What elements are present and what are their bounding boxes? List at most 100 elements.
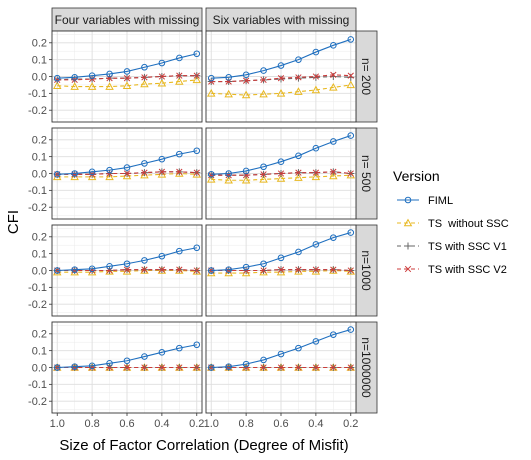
data-point-fiml xyxy=(71,170,78,177)
data-point-ts-with-ssc-v2 xyxy=(260,76,267,84)
data-point-fiml xyxy=(330,42,337,49)
series-line-ts-with-ssc-v2 xyxy=(57,269,197,272)
row-strip-3: n=1000000 xyxy=(355,321,378,414)
data-point-ts-with-ssc-v2 xyxy=(193,72,200,79)
data-point-fiml xyxy=(225,170,232,177)
data-point-ts-with-ssc-v2 xyxy=(242,364,250,371)
series-fiml xyxy=(53,341,201,371)
x-tick-label: 1.0 xyxy=(204,418,219,430)
data-point-fiml xyxy=(207,74,215,82)
y-tick-label: -0.1 xyxy=(28,88,47,100)
column-strip-0-label: Four variables with missing xyxy=(55,13,200,27)
column-strip-1: Six variables with missing xyxy=(205,7,357,32)
data-point-ts-with-ssc-v2 xyxy=(277,364,285,371)
y-tick-label: 0.1 xyxy=(32,345,47,357)
data-point-fiml xyxy=(123,68,131,75)
legend-label-ts-ssc-v1: TS with SSC V1 xyxy=(428,241,507,253)
data-point-ts-without-ssc xyxy=(276,174,286,182)
data-point-ts-without-ssc xyxy=(294,173,303,181)
series-line-ts-without-ssc xyxy=(57,269,197,273)
data-point-ts-with-ssc-v1 xyxy=(294,74,302,82)
data-point-ts-without-ssc xyxy=(206,88,216,97)
series-line-ts-with-ssc-v2 xyxy=(57,75,197,81)
series-fiml xyxy=(53,50,201,82)
column-strip-1-label: Six variables with missing xyxy=(213,13,350,27)
data-point-ts-with-ssc-v2 xyxy=(330,71,337,78)
data-point-fiml xyxy=(53,74,61,82)
x-tick-label: 0.6 xyxy=(273,418,288,430)
data-point-fiml xyxy=(193,147,201,155)
row-strip-2: n=1000 xyxy=(355,224,378,317)
panel-border xyxy=(205,30,357,123)
y-tick-label: 0.0 xyxy=(32,265,47,277)
data-point-fiml xyxy=(158,349,166,356)
y-tick-label: 0.0 xyxy=(32,71,47,83)
data-point-ts-with-ssc-v2 xyxy=(176,168,183,175)
legend-key-ts-with-ssc-v2 xyxy=(397,265,419,273)
data-point-ts-without-ssc xyxy=(329,83,338,91)
data-point-ts-without-ssc xyxy=(175,77,184,85)
panel-four-variables-with-missing-n-200 xyxy=(51,30,203,123)
data-point-fiml xyxy=(277,350,285,358)
data-point-fiml xyxy=(141,63,148,71)
data-point-fiml xyxy=(312,338,320,345)
data-point-fiml xyxy=(277,254,285,262)
legend-key-fiml xyxy=(397,196,419,204)
data-point-ts-without-ssc xyxy=(346,80,356,89)
data-point-ts-with-ssc-v2 xyxy=(141,266,148,273)
series-fiml xyxy=(207,132,355,178)
series-ts-with-ssc-v2 xyxy=(208,71,354,85)
data-point-fiml xyxy=(88,362,96,370)
data-point-fiml xyxy=(207,364,215,371)
data-point-ts-with-ssc-v1 xyxy=(277,75,285,83)
data-point-ts-without-ssc xyxy=(105,82,114,90)
data-point-ts-with-ssc-v2 xyxy=(193,267,200,274)
data-point-fiml xyxy=(225,266,232,273)
data-point-fiml xyxy=(295,56,302,63)
series-line-fiml xyxy=(57,344,197,369)
data-point-fiml xyxy=(53,171,61,178)
data-point-fiml xyxy=(88,168,96,176)
series-line-ts-with-ssc-v2 xyxy=(211,171,351,176)
y-tick-label: -0.2 xyxy=(28,202,47,214)
series-line-fiml xyxy=(57,53,197,79)
data-point-ts-without-ssc xyxy=(157,78,167,87)
data-point-fiml xyxy=(295,344,302,352)
data-point-ts-without-ssc xyxy=(259,174,268,183)
data-point-ts-with-ssc-v2 xyxy=(347,72,354,79)
data-point-fiml xyxy=(330,234,337,241)
series-line-ts-without-ssc xyxy=(57,172,197,178)
data-point-ts-with-ssc-v2 xyxy=(277,75,285,82)
data-point-fiml xyxy=(312,48,320,56)
data-point-ts-with-ssc-v2 xyxy=(295,74,302,81)
data-point-ts-without-ssc xyxy=(259,89,268,98)
row-strip-0: n= 200 xyxy=(355,30,378,123)
x-tick-label: 0.4 xyxy=(308,418,323,430)
data-point-ts-with-ssc-v2 xyxy=(260,171,267,178)
data-point-fiml xyxy=(141,160,148,167)
row-strip-1-label: n= 500 xyxy=(359,155,373,192)
data-point-fiml xyxy=(193,50,201,58)
y-tick-label: 0.1 xyxy=(32,248,47,260)
y-tick-label: -0.2 xyxy=(28,299,47,311)
data-point-ts-with-ssc-v2 xyxy=(242,77,250,84)
series-ts-without-ssc xyxy=(52,75,202,90)
data-point-ts-with-ssc-v2 xyxy=(208,78,215,85)
data-point-ts-without-ssc xyxy=(87,82,97,90)
data-point-fiml xyxy=(158,59,166,67)
data-point-ts-with-ssc-v2 xyxy=(123,170,131,177)
data-point-fiml xyxy=(176,54,183,62)
legend: Version FIML TS without SSC TS with SSC … xyxy=(393,168,509,276)
x-tick-label: 1.0 xyxy=(50,418,65,430)
data-point-fiml xyxy=(260,260,267,268)
data-point-ts-with-ssc-v2 xyxy=(295,169,302,176)
data-point-ts-with-ssc-v2 xyxy=(242,267,250,274)
data-point-ts-without-ssc xyxy=(241,90,251,99)
data-point-fiml xyxy=(242,167,250,175)
data-point-ts-with-ssc-v2 xyxy=(260,267,267,274)
data-point-ts-with-ssc-v2 xyxy=(158,168,166,175)
panels-layer xyxy=(51,30,357,414)
data-point-fiml xyxy=(193,341,201,349)
y-tick-label: -0.1 xyxy=(28,379,47,391)
